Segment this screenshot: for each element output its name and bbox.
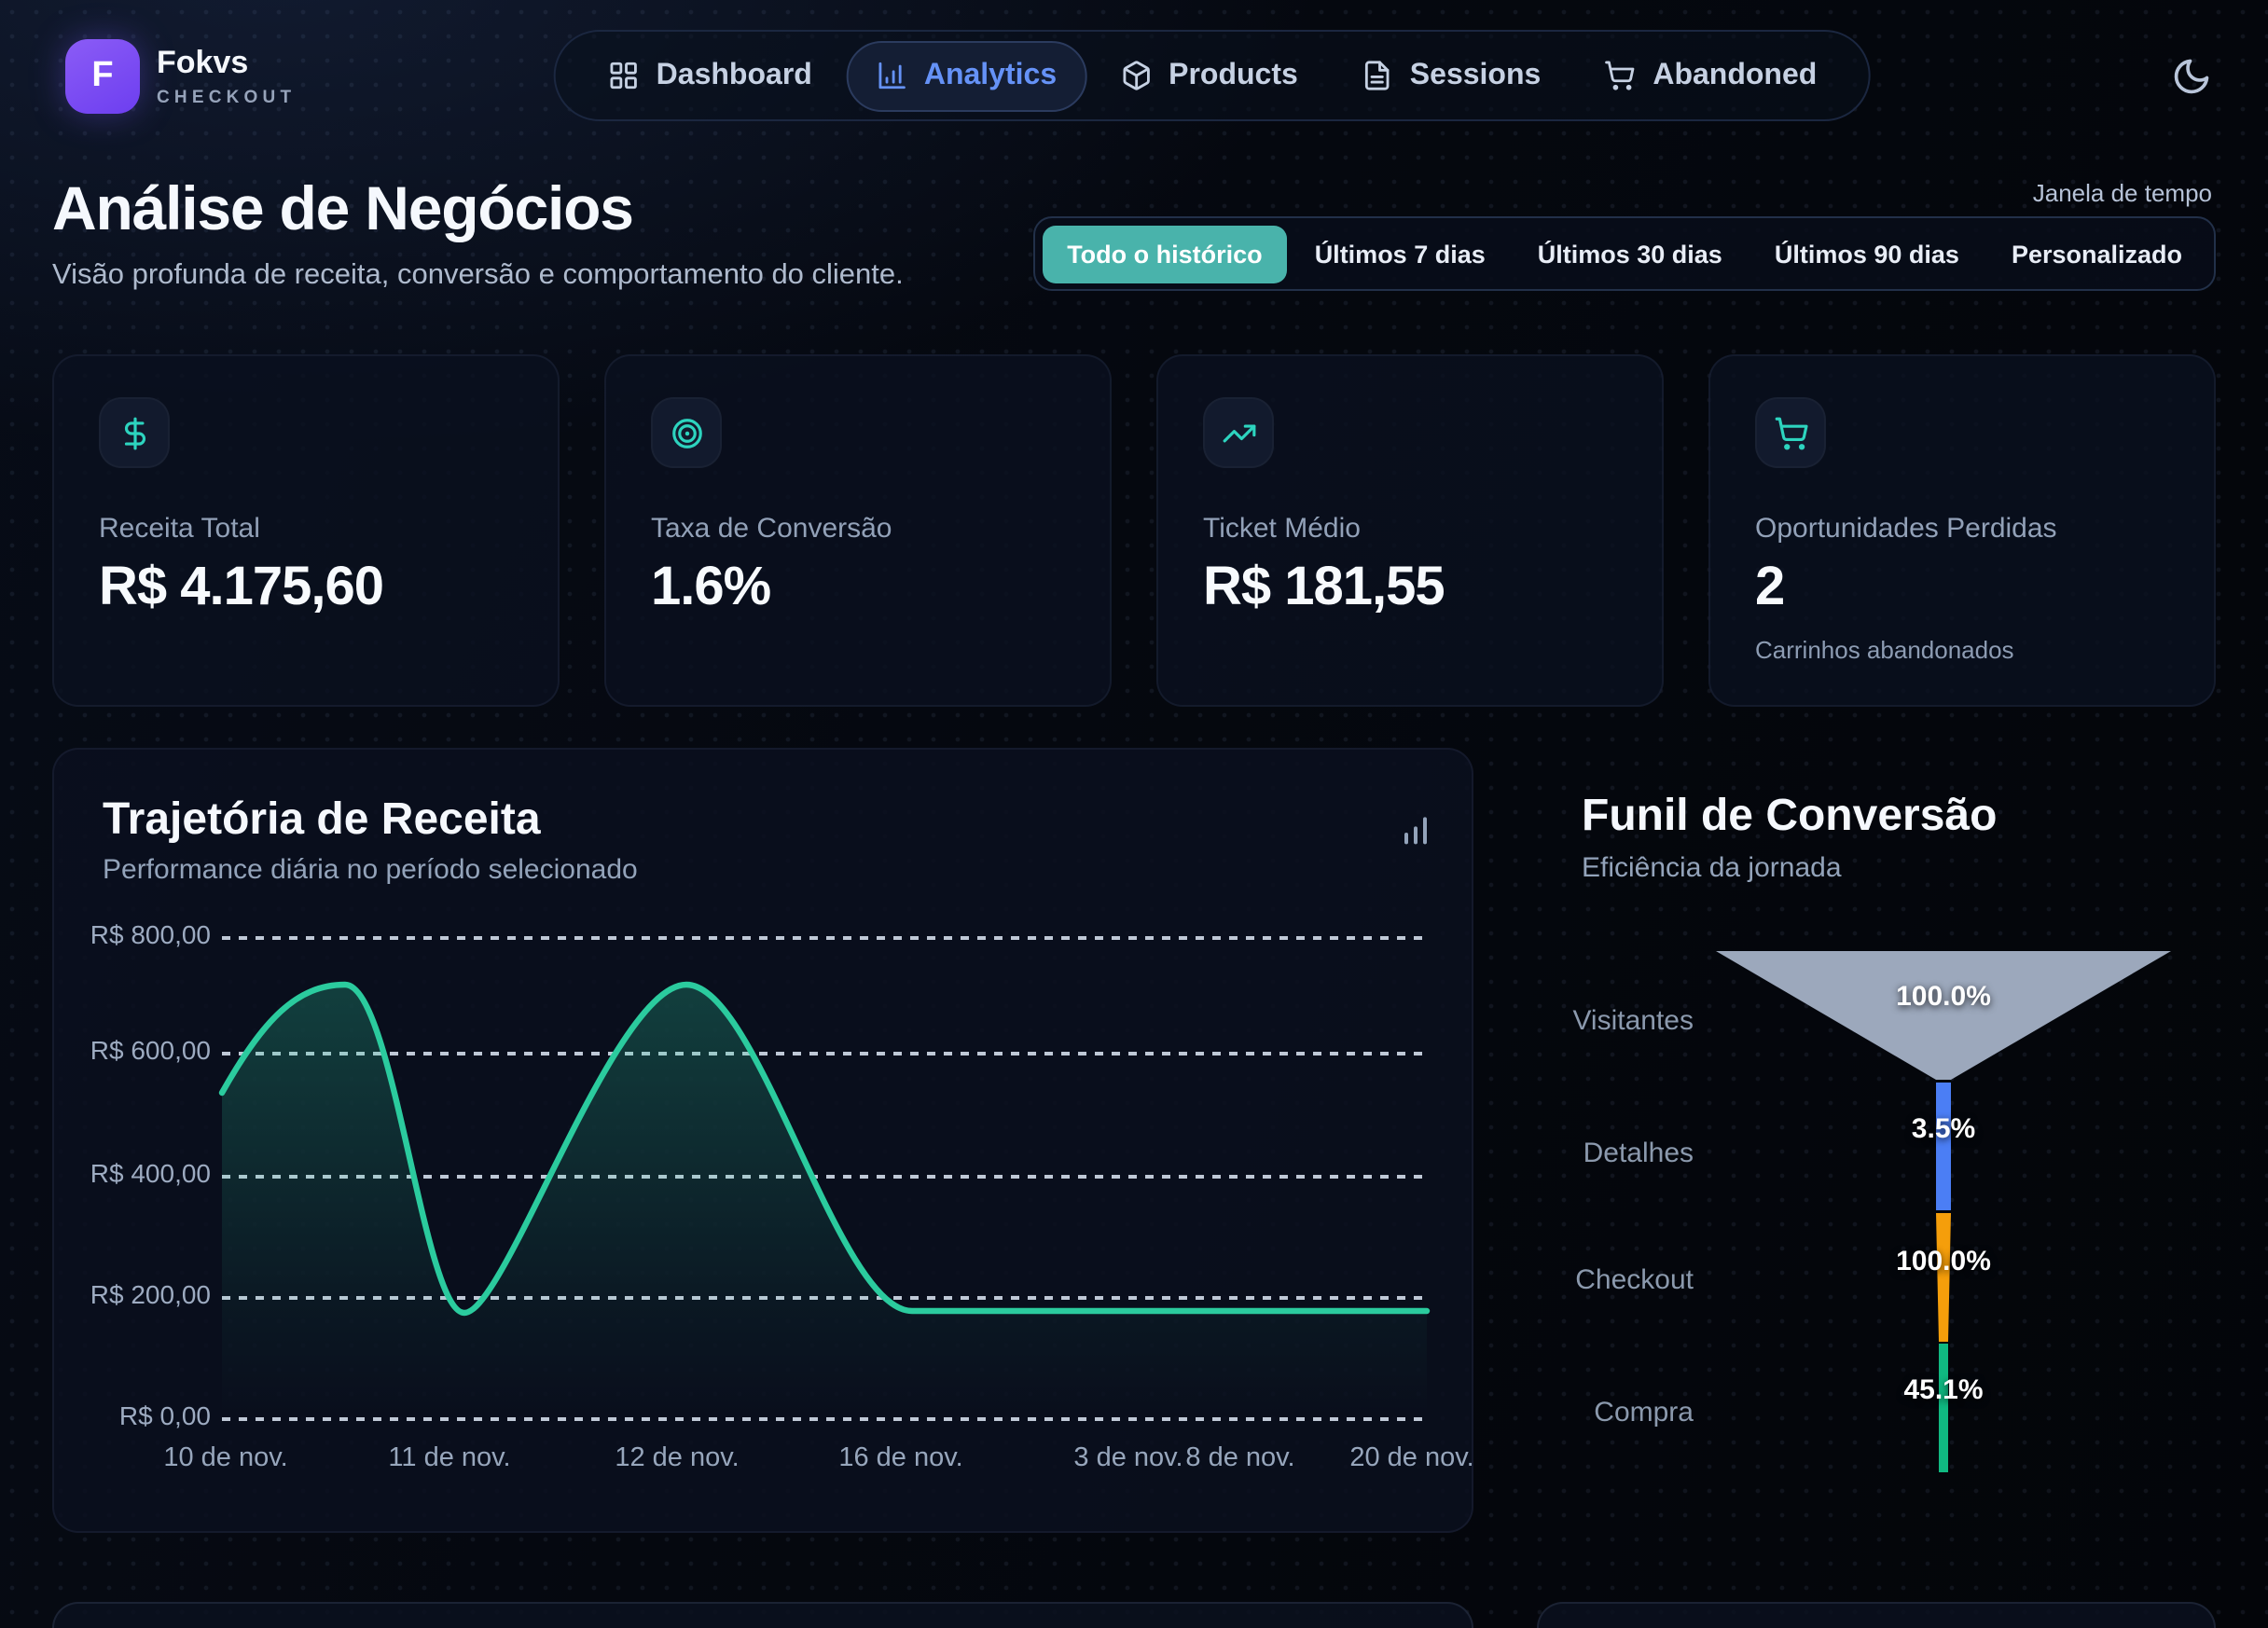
stat-label: Ticket Médio <box>1203 513 1361 545</box>
x-tick: 8 de nov. <box>1185 1443 1295 1473</box>
x-tick: 16 de nov. <box>838 1443 963 1473</box>
tab-ultimos-30-dias[interactable]: Últimos 30 dias <box>1514 225 1747 283</box>
stats-row: Receita Total R$ 4.175,60 Taxa de Conver… <box>52 354 2216 707</box>
bottom-card-left <box>52 1602 1473 1628</box>
x-tick: 3 de nov. <box>1073 1443 1183 1473</box>
stat-value: R$ 181,55 <box>1203 558 1445 617</box>
bar-chart-icon <box>878 62 905 90</box>
tab-ultimos-7-dias[interactable]: Últimos 7 dias <box>1291 225 1510 283</box>
brand-tagline: CHECKOUT <box>157 88 297 108</box>
funnel-pct: 3.5% <box>1911 1113 1976 1145</box>
funnel-subtitle: Eficiência da jornada <box>1582 852 1842 884</box>
main-nav: Dashboard Analytics Products Sessions Ab… <box>553 30 1872 121</box>
gridline-0 <box>222 1417 1427 1421</box>
revenue-chart-card: Trajetória de Receita Performance diária… <box>52 748 1474 1533</box>
nav-item-abandoned[interactable]: Abandoned <box>1574 40 1846 111</box>
y-tick: R$ 200,00 <box>90 1279 211 1309</box>
time-window-label: Janela de tempo <box>2032 179 2212 207</box>
stat-label: Oportunidades Perdidas <box>1755 513 2057 545</box>
x-tick: 12 de nov. <box>615 1443 740 1473</box>
funnel-segment-visitantes <box>1716 951 2171 1080</box>
page-title: Análise de Negócios <box>52 173 634 242</box>
funnel-stage-label: Checkout <box>1575 1264 1694 1296</box>
gridline-600 <box>222 1052 1427 1055</box>
funnel-stage-label: Visitantes <box>1572 1005 1694 1037</box>
conversion-funnel: Visitantes Detalhes Checkout Compra 100.… <box>1537 951 2238 1473</box>
cart-icon <box>1774 416 1807 449</box>
stat-label: Receita Total <box>99 513 260 545</box>
funnel-title: Funil de Conversão <box>1582 791 1998 841</box>
stat-sublabel: Carrinhos abandonados <box>1755 636 2014 664</box>
page-subtitle: Visão profunda de receita, conversão e c… <box>52 259 904 291</box>
revenue-area <box>222 985 1427 1417</box>
funnel-segment-checkout <box>1936 1213 1951 1342</box>
stat-card-receita-total: Receita Total R$ 4.175,60 <box>52 354 560 707</box>
x-tick: 11 de nov. <box>388 1443 511 1473</box>
funnel-segment-compra <box>1939 1344 1948 1472</box>
funnel-segment-detalhes <box>1936 1083 1951 1210</box>
target-icon <box>671 418 701 448</box>
tab-todo-historico[interactable]: Todo o histórico <box>1043 225 1287 283</box>
funnel-pct: 45.1% <box>1903 1374 1984 1406</box>
funnel-pct: 100.0% <box>1896 981 1991 1013</box>
nav-item-dashboard[interactable]: Dashboard <box>578 40 842 111</box>
y-tick: R$ 400,00 <box>90 1158 211 1188</box>
funnel-pct: 100.0% <box>1896 1246 1991 1277</box>
y-tick: R$ 600,00 <box>90 1035 211 1065</box>
revenue-line-chart <box>218 981 1431 1417</box>
funnel-stage-label: Compra <box>1594 1397 1694 1428</box>
nav-item-analytics[interactable]: Analytics <box>845 40 1087 111</box>
stat-card-taxa-conversao: Taxa de Conversão 1.6% <box>604 354 1112 707</box>
nav-label: Analytics <box>923 59 1058 90</box>
stat-value: R$ 4.175,60 <box>99 558 384 617</box>
nav-label: Sessions <box>1409 59 1542 90</box>
cart-icon <box>1605 61 1636 90</box>
x-tick: 20 de nov. <box>1349 1443 1474 1473</box>
y-tick: R$ 800,00 <box>90 919 211 949</box>
grid-icon <box>610 62 637 90</box>
brand-logo[interactable]: F <box>65 39 140 114</box>
gridline-800 <box>222 936 1427 940</box>
trending-up-icon <box>1222 423 1255 442</box>
nav-label: Products <box>1169 59 1298 90</box>
package-icon <box>1122 61 1150 90</box>
theme-toggle[interactable] <box>2171 56 2212 97</box>
chart-subtitle: Performance diária no período selecionad… <box>103 854 638 886</box>
tab-personalizado[interactable]: Personalizado <box>1987 225 2206 283</box>
gridline-400 <box>222 1175 1427 1179</box>
tab-ultimos-90-dias[interactable]: Últimos 90 dias <box>1750 225 1984 283</box>
bottom-card-right <box>1537 1602 2216 1628</box>
file-text-icon <box>1365 61 1390 90</box>
nav-item-sessions[interactable]: Sessions <box>1332 40 1571 111</box>
time-window-control: Todo o histórico Últimos 7 dias Últimos … <box>1033 216 2216 291</box>
brand-name: Fokvs <box>157 45 249 80</box>
dollar-icon <box>123 416 145 449</box>
nav-label: Abandoned <box>1653 59 1818 90</box>
nav-label: Dashboard <box>656 59 812 90</box>
stat-card-oportunidades-perdidas: Oportunidades Perdidas 2 Carrinhos aband… <box>1708 354 2216 707</box>
stat-value: 1.6% <box>651 558 771 617</box>
stat-label: Taxa de Conversão <box>651 513 892 545</box>
nav-item-products[interactable]: Products <box>1090 40 1328 111</box>
y-tick: R$ 0,00 <box>118 1400 211 1430</box>
stat-card-ticket-medio: Ticket Médio R$ 181,55 <box>1156 354 1664 707</box>
brand: Fokvs CHECKOUT <box>157 45 296 108</box>
chart-title: Trajetória de Receita <box>103 794 541 845</box>
columns-icon[interactable] <box>1397 811 1434 848</box>
x-tick: 10 de nov. <box>163 1443 288 1473</box>
funnel-stage-label: Detalhes <box>1583 1138 1694 1169</box>
revenue-line <box>218 981 1431 1317</box>
moon-icon <box>2174 59 2209 94</box>
funnel-chart <box>1716 951 2171 1472</box>
stat-value: 2 <box>1755 558 1785 617</box>
